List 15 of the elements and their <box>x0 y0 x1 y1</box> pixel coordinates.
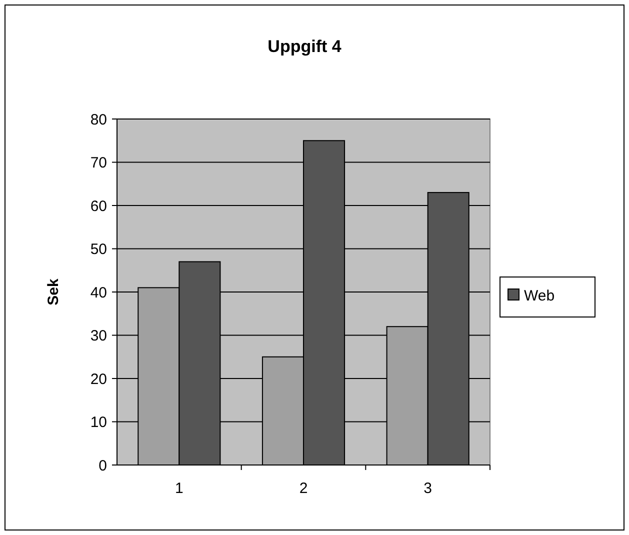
x-tick-label: 2 <box>299 480 308 497</box>
y-tick-label: 80 <box>90 111 107 128</box>
chart-title: Uppgift 4 <box>268 37 342 56</box>
y-tick-label: 40 <box>90 284 107 302</box>
y-tick-label: 70 <box>90 154 107 172</box>
y-tick-label: 0 <box>98 457 107 474</box>
x-tick-label: 1 <box>174 480 184 497</box>
y-tick-label: 50 <box>90 241 107 258</box>
y-tick-label: 10 <box>90 414 107 431</box>
legend-label: Web <box>524 287 555 304</box>
y-tick-label: 30 <box>90 328 107 344</box>
y-axis-title: Sek <box>45 278 62 306</box>
y-tick-label: 60 <box>90 198 107 215</box>
x-tick-label: 3 <box>424 480 432 497</box>
y-tick-label: 20 <box>90 370 107 388</box>
